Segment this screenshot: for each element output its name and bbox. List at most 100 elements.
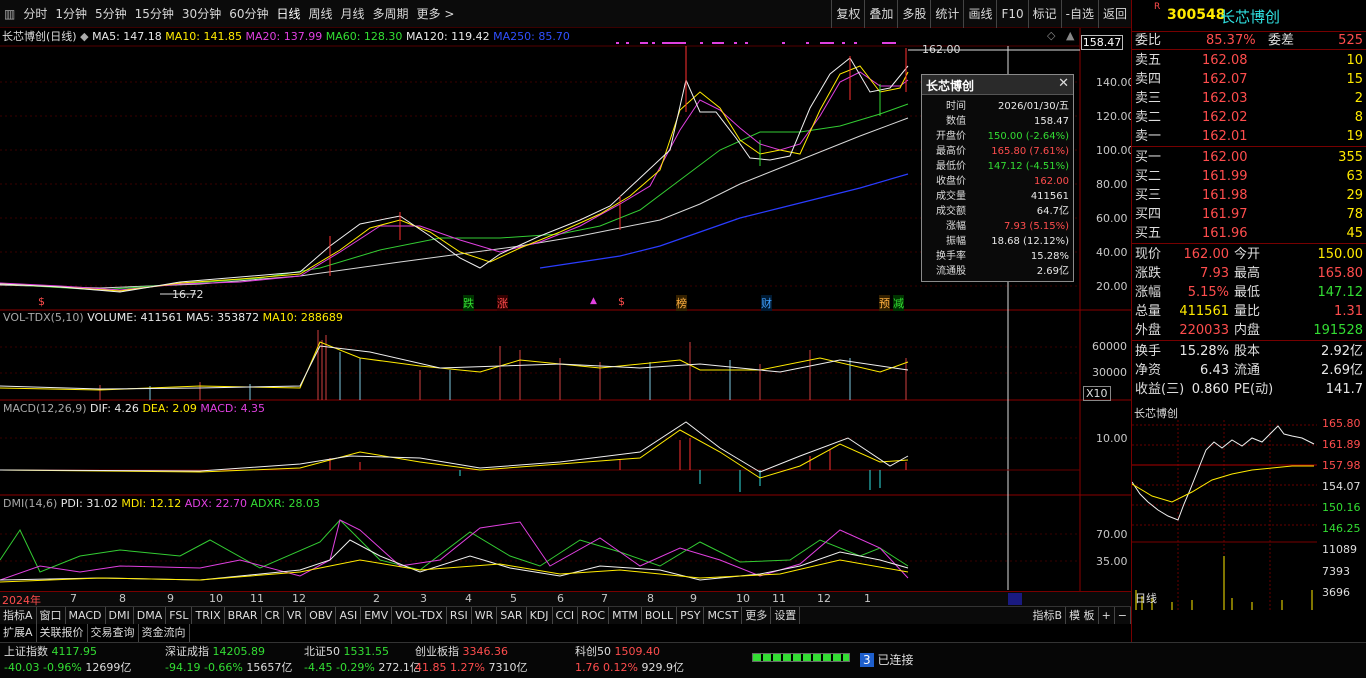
indicator-tab[interactable]: KDJ: [527, 607, 553, 624]
diamond-icon[interactable]: ◇: [1047, 29, 1056, 42]
period-tab-daily[interactable]: 日线: [276, 6, 301, 21]
index-quote[interactable]: 深证成指 14205.89: [165, 645, 265, 658]
fundamental-row[interactable]: 换手 15.28% 股本 2.92亿: [1135, 344, 1363, 359]
indicator-tab[interactable]: ROC: [578, 607, 610, 624]
period-tab[interactable]: 周线: [308, 6, 333, 21]
indicator-tab[interactable]: DMA: [134, 607, 167, 624]
kline-chart[interactable]: [0, 0, 1131, 606]
triangle-marker-icon[interactable]: ▲: [590, 296, 597, 306]
indicator-tab[interactable]: MCST: [704, 607, 743, 624]
bid-row[interactable]: 买五 161.96 45: [1135, 226, 1363, 241]
event-label[interactable]: 涨: [497, 295, 508, 311]
quote-row[interactable]: 涨跌 7.93 最高 165.80: [1135, 266, 1363, 281]
close-icon[interactable]: ✕: [1058, 76, 1069, 91]
period-tab[interactable]: 30分钟: [181, 6, 222, 21]
back-button[interactable]: 返回: [1097, 0, 1131, 28]
event-label[interactable]: 跌: [463, 295, 474, 311]
quote-row[interactable]: 现价 162.00 今开 150.00: [1135, 247, 1363, 262]
indicator-tab[interactable]: 设置: [771, 607, 801, 624]
indicator-tab[interactable]: DMI: [106, 607, 134, 624]
index-quote[interactable]: 上证指数 4117.95: [4, 645, 97, 658]
ask-row[interactable]: 卖三 162.03 2: [1135, 91, 1363, 106]
indicator-tab[interactable]: BOLL: [642, 607, 678, 624]
toolbar-button[interactable]: 画线: [963, 0, 996, 28]
index-quote[interactable]: 北证50 1531.55: [304, 645, 389, 658]
event-label[interactable]: 减: [893, 295, 904, 311]
toolbar-button[interactable]: 统计: [930, 0, 963, 28]
bottom-tab[interactable]: 关联报价: [37, 624, 88, 642]
ask-row[interactable]: 卖四 162.07 15: [1135, 72, 1363, 87]
indicator-tab[interactable]: 模 板: [1066, 607, 1099, 624]
fundamental-row[interactable]: 收益(三) 0.860 PE(动) 141.7: [1135, 382, 1363, 397]
vol-unit-label: X10: [1083, 386, 1111, 401]
indicator-tab[interactable]: CR: [262, 607, 284, 624]
popup-title: 长芯博创: [926, 79, 975, 93]
minus-icon[interactable]: −: [1115, 607, 1131, 624]
period-tab[interactable]: 多周期: [372, 6, 409, 21]
menu-icon[interactable]: ▥: [4, 6, 16, 21]
indicator-tab[interactable]: VR: [284, 607, 307, 624]
indicator-tab[interactable]: VOL-TDX: [392, 607, 447, 624]
toolbar-button[interactable]: 多股: [897, 0, 930, 28]
bottom-tab[interactable]: 扩展A: [0, 624, 37, 642]
macd-axis-label: 10.00: [1096, 432, 1128, 445]
dividend-icon[interactable]: $: [618, 295, 625, 308]
indicator-tab[interactable]: 指标B: [1030, 607, 1067, 624]
ask-row[interactable]: 卖一 162.01 19: [1135, 129, 1363, 144]
index-quote[interactable]: 科创50 1509.40: [575, 645, 660, 658]
dividend-icon[interactable]: $: [38, 295, 45, 308]
index-change: -4.45 -0.29% 272.1亿: [304, 661, 421, 674]
indicator-tab[interactable]: PSY: [677, 607, 705, 624]
day-label[interactable]: 日线: [1135, 592, 1157, 605]
mini-intraday-chart[interactable]: [1132, 420, 1366, 612]
connection-status[interactable]: 3 已连接: [860, 651, 913, 668]
indicator-tab[interactable]: 窗口: [37, 607, 66, 624]
indicator-tab[interactable]: ASI: [336, 607, 362, 624]
bid-row[interactable]: 买二 161.99 63: [1135, 169, 1363, 184]
period-tab[interactable]: 15分钟: [134, 6, 174, 21]
scroll-up-icon[interactable]: ▲: [1066, 29, 1075, 42]
indicator-tab[interactable]: WR: [472, 607, 498, 624]
indicator-tab[interactable]: SAR: [497, 607, 527, 624]
quote-row[interactable]: 总量 411561 量比 1.31: [1135, 304, 1363, 319]
indicator-tab[interactable]: 指标A: [0, 607, 37, 624]
period-tab[interactable]: 分时: [23, 6, 48, 21]
bid-row[interactable]: 买四 161.97 78: [1135, 207, 1363, 222]
bid-row[interactable]: 买三 161.98 29: [1135, 188, 1363, 203]
indicator-tab[interactable]: MTM: [609, 607, 642, 624]
quote-row[interactable]: 涨幅 5.15% 最低 147.12: [1135, 285, 1363, 300]
period-tab[interactable]: 月线: [340, 6, 365, 21]
indicator-tab[interactable]: CCI: [553, 607, 579, 624]
add-icon[interactable]: +: [1099, 607, 1115, 624]
event-label[interactable]: 财: [761, 295, 772, 311]
indicator-tab[interactable]: RSI: [447, 607, 472, 624]
indicator-tab[interactable]: BRAR: [225, 607, 262, 624]
ask-row[interactable]: 卖二 162.02 8: [1135, 110, 1363, 125]
toolbar-button[interactable]: F10: [996, 0, 1027, 28]
period-tab[interactable]: 5分钟: [95, 6, 127, 21]
indicator-tab[interactable]: TRIX: [192, 607, 225, 624]
indicator-tab[interactable]: MACD: [66, 607, 106, 624]
toolbar-button[interactable]: 标记: [1027, 0, 1061, 28]
index-quote[interactable]: 创业板指 3346.36: [415, 645, 508, 658]
indicator-tab[interactable]: OBV: [306, 607, 337, 624]
indicator-tab[interactable]: EMV: [361, 607, 393, 624]
bid-row[interactable]: 买一 162.00 355: [1135, 150, 1363, 165]
event-label[interactable]: 预: [879, 295, 890, 311]
indicator-tab[interactable]: FSL: [166, 607, 193, 624]
period-toolbar: ▥ 分时 1分钟 5分钟 15分钟 30分钟 60分钟 日线 周线 月线 多周期…: [0, 0, 1131, 28]
period-tab[interactable]: 1分钟: [55, 6, 87, 21]
period-tab[interactable]: 60分钟: [229, 6, 269, 21]
toolbar-button[interactable]: 叠加: [864, 0, 897, 28]
quote-row[interactable]: 外盘 220033 内盘 191528: [1135, 323, 1363, 338]
bottom-tab[interactable]: 资金流向: [139, 624, 190, 642]
toolbar-button[interactable]: -自选: [1060, 0, 1098, 28]
event-label[interactable]: 榜: [676, 295, 687, 311]
toolbar-button[interactable]: 复权: [831, 0, 864, 28]
dropdown-icon[interactable]: ◆: [80, 30, 89, 43]
indicator-tab[interactable]: 更多: [742, 607, 772, 624]
bottom-tab[interactable]: 交易查询: [88, 624, 139, 642]
fundamental-row[interactable]: 净资 6.43 流通 2.69亿: [1135, 363, 1363, 378]
ask-row[interactable]: 卖五 162.08 10: [1135, 53, 1363, 68]
more-button[interactable]: 更多 >: [416, 6, 455, 21]
